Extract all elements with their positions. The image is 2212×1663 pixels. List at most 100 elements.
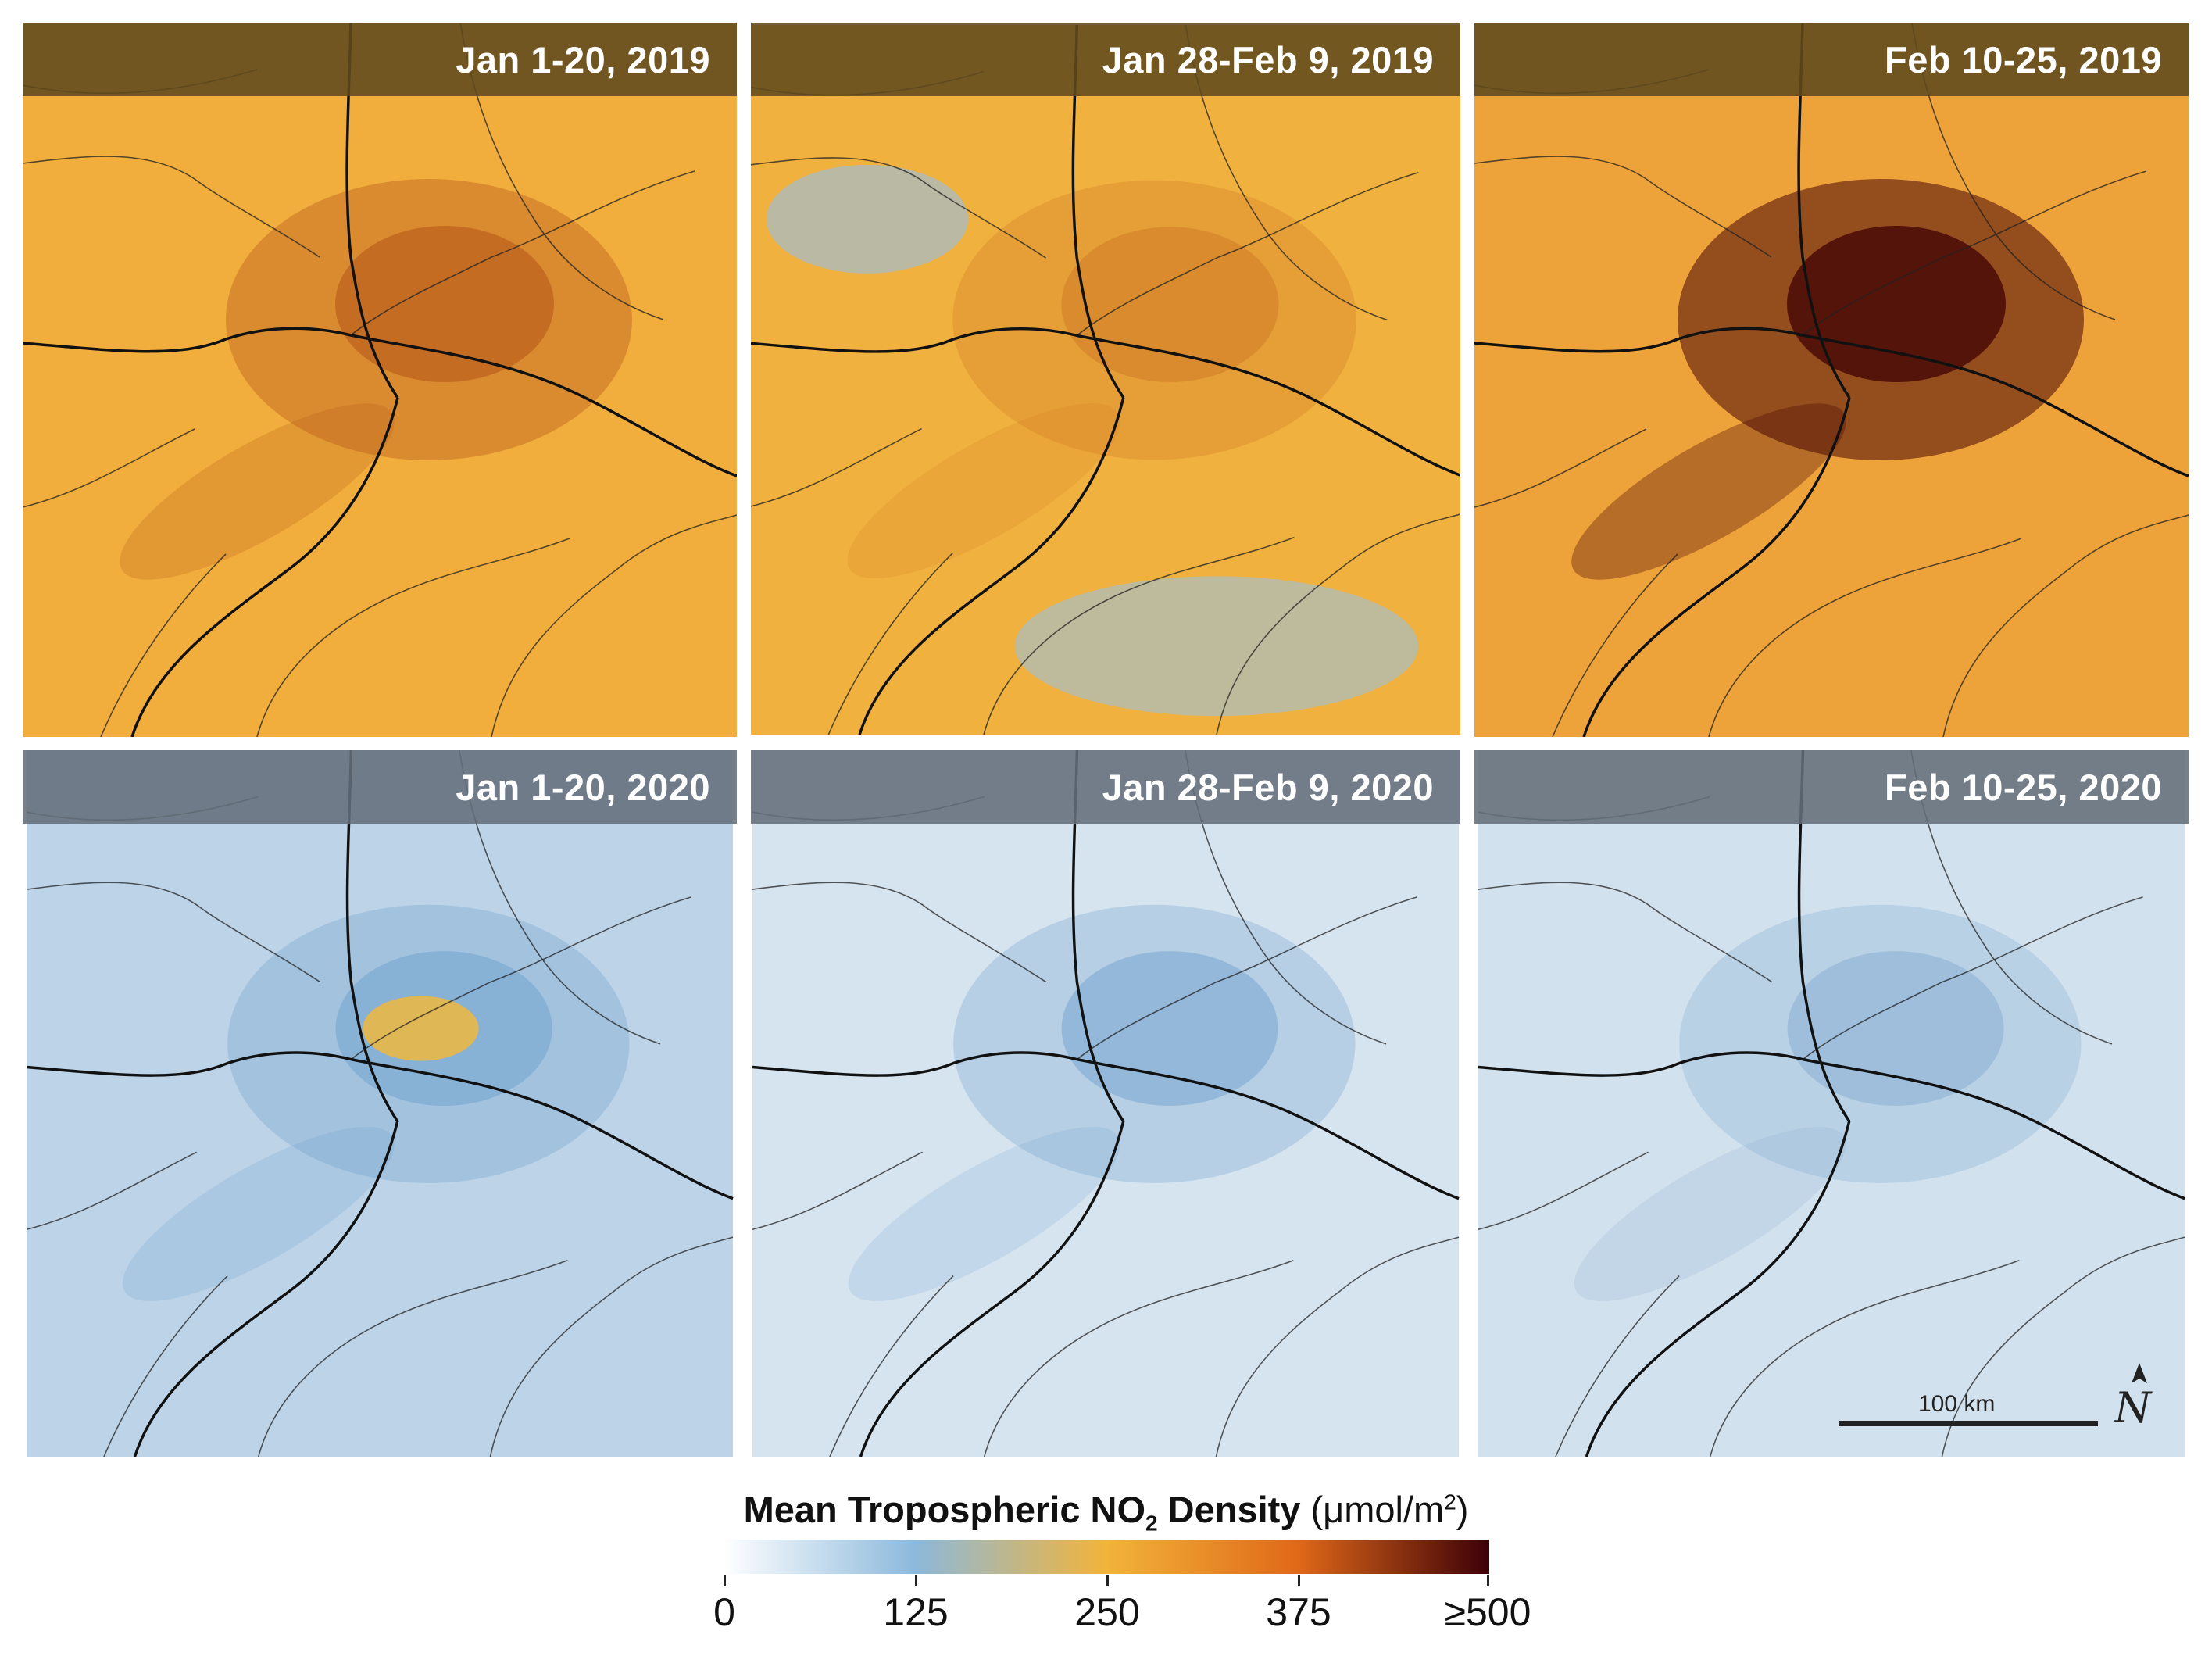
road-line [1910, 750, 2113, 1045]
plume-tail [848, 1126, 1120, 1301]
highway-line [23, 327, 737, 477]
road-line [752, 1151, 923, 1230]
highway-line [1474, 327, 2189, 477]
road-line [983, 536, 1295, 735]
road-line [1185, 750, 1387, 1045]
panel-date-label: Jan 28-Feb 9, 2019 [1102, 38, 1434, 80]
map-panel-feb-2020: Feb 10-25, 2020 [1474, 750, 2189, 1457]
legend-title-main: Mean Tropospheric NO [743, 1489, 1146, 1530]
plume-core [1061, 951, 1278, 1106]
road-line [1185, 24, 1388, 321]
panel-date-label: Jan 1-20, 2020 [456, 766, 710, 808]
road-line [1802, 896, 2143, 1060]
road-line [1215, 1236, 1460, 1457]
road-line [1708, 538, 2022, 737]
road-line [491, 514, 737, 737]
panel-date-banner: Jan 28-Feb 9, 2019 [751, 23, 1460, 96]
plume-tail [1574, 1126, 1846, 1301]
colorbar-tick-label-250: 250 [1074, 1590, 1140, 1634]
north-label: N [2114, 1383, 2152, 1432]
colorbar-tick-label-375: 375 [1266, 1590, 1331, 1634]
colorbar-tick-label-125: 125 [883, 1590, 949, 1634]
no2-map-jan-2020 [26, 750, 734, 1457]
road-line [350, 170, 695, 336]
panel-date-label: Feb 10-25, 2020 [1885, 766, 2162, 808]
plume-tail [120, 403, 395, 580]
map-background [23, 23, 737, 737]
no2-map-late-jan-2019 [751, 24, 1460, 735]
plume-halo [952, 180, 1356, 460]
road-line [1478, 1151, 1649, 1230]
highway-line [751, 327, 1460, 477]
plume-core [1787, 951, 2004, 1106]
road-line [1911, 23, 2116, 320]
legend-units-close: ) [1456, 1489, 1469, 1530]
plume-core [1061, 227, 1279, 382]
plume-halo [1679, 904, 2082, 1183]
highway-line [752, 1051, 1460, 1200]
road-line [459, 23, 664, 320]
road-line [1076, 896, 1417, 1060]
road-line [827, 552, 953, 735]
road-line [489, 1236, 734, 1457]
panel-date-banner: Feb 10-25, 2019 [1474, 23, 2189, 96]
map-background [27, 750, 733, 1457]
colorbar-tick [1106, 1575, 1109, 1586]
road-line [1942, 514, 2189, 737]
road-line [23, 428, 195, 508]
plume-core [1787, 226, 2006, 382]
road-line [350, 896, 691, 1060]
road-line [752, 882, 1047, 983]
road-line [751, 157, 1046, 259]
map-background [752, 750, 1459, 1457]
map-panel-late-jan-2019: Jan 28-Feb 9, 2019 [751, 23, 1460, 737]
colorbar-tick [724, 1575, 726, 1586]
colorbar-tick-label-0: 0 [713, 1590, 735, 1634]
panel-date-banner: Jan 1-20, 2020 [23, 750, 737, 824]
road-line [1076, 171, 1419, 336]
low-density-patch [1014, 576, 1419, 717]
plume-tail [847, 403, 1120, 579]
colorbar-tick [1298, 1575, 1300, 1586]
road-line [1474, 428, 1647, 508]
highway-line [26, 1051, 734, 1200]
highway-line [1478, 1051, 2185, 1200]
road-line [26, 882, 321, 983]
legend-units: (μmol/m [1300, 1489, 1445, 1530]
colorbar-tick-label-500: ≥500 [1444, 1590, 1531, 1634]
colorbar-tick [915, 1575, 917, 1586]
legend-title-density: Density [1157, 1489, 1301, 1530]
map-panel-late-jan-2020: Jan 28-Feb 9, 2020 [751, 750, 1460, 1457]
plume-tail [122, 1126, 395, 1301]
panel-date-banner: Feb 10-25, 2020 [1474, 750, 2189, 824]
panel-date-label: Jan 28-Feb 9, 2020 [1102, 766, 1434, 808]
road-line [1216, 513, 1460, 735]
road-line [23, 156, 320, 258]
panel-date-label: Jan 1-20, 2019 [456, 38, 710, 80]
scale-bar-label: 100 km [1918, 1391, 1996, 1417]
colorbar-tick [1487, 1575, 1489, 1586]
map-background [1478, 750, 2185, 1457]
no2-map-feb-2020 [1478, 750, 2185, 1457]
legend-units-superscript: 2 [1444, 1490, 1456, 1515]
scale-bar [1839, 1421, 2098, 1426]
road-line [256, 538, 570, 737]
panel-date-banner: Jan 28-Feb 9, 2020 [751, 750, 1460, 824]
map-panel-jan-2020: Jan 1-20, 2020 [23, 750, 737, 1457]
road-line [1474, 156, 1772, 258]
no2-map-late-jan-2020 [752, 750, 1460, 1457]
low-density-patch [766, 164, 969, 274]
plume-tail [1571, 403, 1846, 580]
plume-core [335, 226, 554, 382]
legend-title: Mean Tropospheric NO2 Density (μmol/m2) [0, 1488, 2212, 1536]
road-line [751, 427, 922, 507]
north-arrow-icon [2132, 1363, 2147, 1383]
road-line [100, 553, 227, 737]
road-line [1802, 170, 2147, 336]
color-scale-bar [724, 1540, 1489, 1574]
map-panel-feb-2019: Feb 10-25, 2019 [1474, 23, 2189, 737]
legend-title-subscript: 2 [1145, 1511, 1158, 1536]
road-line [829, 1275, 954, 1457]
road-line [459, 750, 661, 1045]
road-line [1478, 882, 1773, 983]
